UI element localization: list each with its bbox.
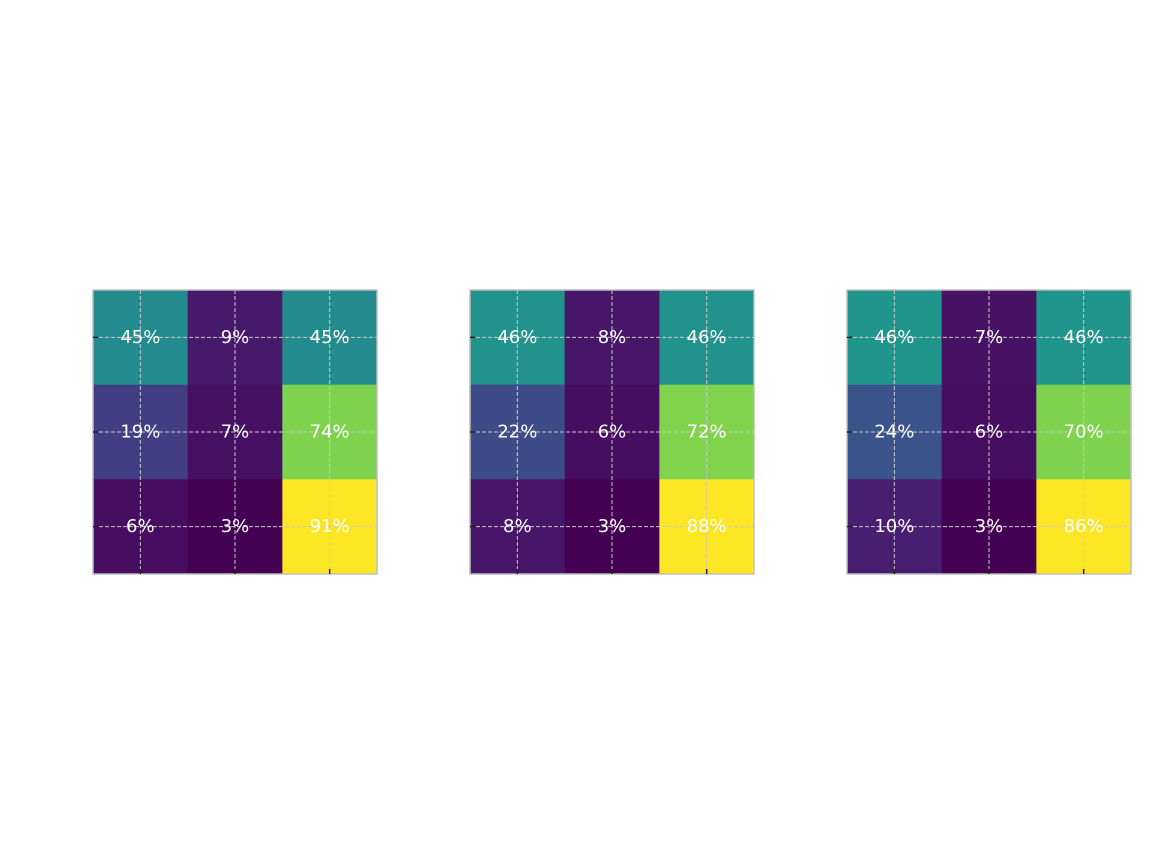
cell-value-label: 6% <box>975 422 1004 443</box>
cell-value-label: 45% <box>310 327 350 348</box>
cell-value-label: 10% <box>874 516 914 537</box>
cell-value-label: 7% <box>975 327 1004 348</box>
cell-value-label: 22% <box>497 422 537 443</box>
cell-value-label: 3% <box>598 516 627 537</box>
cell-value-label: 8% <box>503 516 532 537</box>
cell-value-label: 8% <box>598 327 627 348</box>
cell-value-label: 72% <box>687 422 727 443</box>
cell-value-label: 86% <box>1064 516 1104 537</box>
heatmap-panel-2: 46% 8% 46% 22% 6% 72% 8% 3% 88% <box>469 289 755 575</box>
cell-value-label: 46% <box>1064 327 1104 348</box>
heatmap-panel-3: 46% 7% 46% 24% 6% 70% 10% 3% 86% <box>846 289 1132 575</box>
cell-value-label: 91% <box>310 516 350 537</box>
cell-value-label: 70% <box>1064 422 1104 443</box>
cell-value-label: 3% <box>975 516 1004 537</box>
cell-value-label: 7% <box>221 422 250 443</box>
cell-value-label: 46% <box>497 327 537 348</box>
cell-value-label: 19% <box>120 422 160 443</box>
cell-value-label: 88% <box>687 516 727 537</box>
cell-value-label: 24% <box>874 422 914 443</box>
cell-value-label: 46% <box>874 327 914 348</box>
cell-value-label: 74% <box>310 422 350 443</box>
cell-value-label: 3% <box>221 516 250 537</box>
heatmap-panel-1: 45% 9% 45% 19% 7% 74% 6% 3% 91% <box>92 289 378 575</box>
cell-value-label: 9% <box>221 327 250 348</box>
cell-value-label: 6% <box>126 516 155 537</box>
cell-value-label: 46% <box>687 327 727 348</box>
cell-value-label: 45% <box>120 327 160 348</box>
cell-value-label: 6% <box>598 422 627 443</box>
